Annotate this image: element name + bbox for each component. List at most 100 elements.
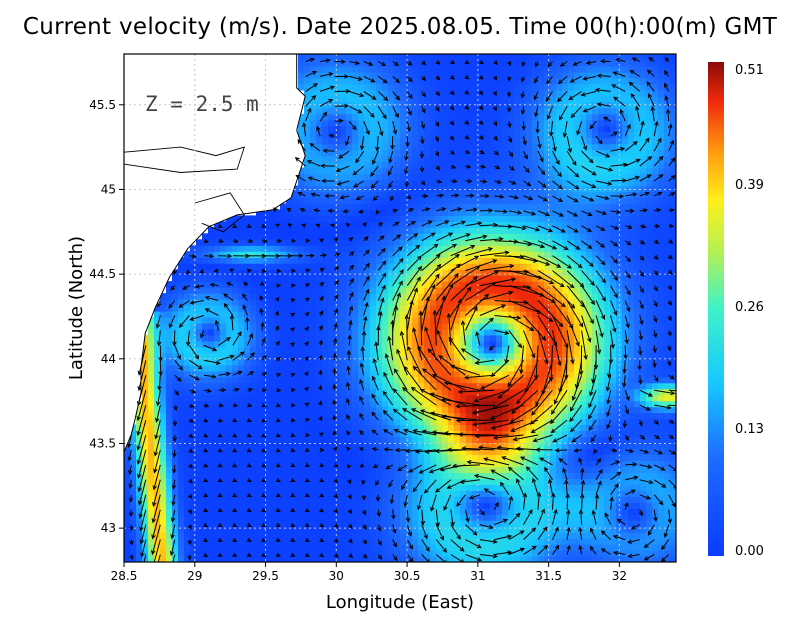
heat-cell <box>328 430 335 438</box>
heat-cell <box>310 550 317 557</box>
heat-cell <box>520 191 527 199</box>
heat-cell <box>364 508 371 515</box>
heat-cell <box>526 167 533 175</box>
heat-cell <box>220 520 227 527</box>
heat-cell <box>256 496 263 503</box>
heat-cell <box>352 520 359 527</box>
heat-cell <box>538 77 545 85</box>
heat-cell <box>418 358 425 366</box>
heat-cell <box>496 131 503 139</box>
heat-cell <box>322 131 329 139</box>
heat-cell <box>328 143 335 151</box>
heat-cell <box>460 328 467 336</box>
heat-cell <box>514 66 521 73</box>
heat-cell <box>340 77 347 85</box>
heat-cell <box>298 460 305 467</box>
heat-cell <box>412 269 419 276</box>
heat-cell <box>166 526 173 533</box>
heat-cell <box>310 388 317 396</box>
heat-cell <box>304 544 311 551</box>
heat-cell <box>334 66 341 73</box>
heat-cell <box>430 358 437 366</box>
heat-cell <box>520 520 527 527</box>
heat-cell <box>454 538 461 545</box>
heat-cell <box>322 155 329 163</box>
heat-cell <box>544 412 551 420</box>
heat-cell <box>526 191 533 199</box>
heat-cell <box>250 496 257 503</box>
heat-cell <box>532 556 539 562</box>
heat-cell <box>346 197 353 204</box>
heat-cell <box>412 89 419 97</box>
heat-cell <box>508 233 515 240</box>
heat-cell <box>274 514 281 521</box>
heat-cell <box>382 436 389 444</box>
heat-cell <box>166 424 173 432</box>
heat-cell <box>520 484 527 491</box>
heat-cell <box>484 311 491 318</box>
heat-cell <box>382 502 389 509</box>
heat-cell <box>400 532 407 539</box>
heat-cell <box>418 161 425 169</box>
heat-cell <box>166 508 173 515</box>
heat-cell <box>448 382 455 390</box>
heat-cell <box>490 466 497 473</box>
heat-cell <box>472 388 479 396</box>
heat-cell <box>322 418 329 426</box>
heat-cell <box>526 287 533 294</box>
heat-cell <box>256 520 263 527</box>
heat-cell <box>490 203 497 210</box>
heat-cell <box>532 400 539 408</box>
heat-cell <box>358 257 365 264</box>
heat-cell <box>268 394 275 402</box>
heat-cell <box>484 346 491 354</box>
heat-cell <box>316 328 323 336</box>
heat-cell <box>352 83 359 91</box>
heat-cell <box>298 544 305 551</box>
heat-cell <box>412 167 419 175</box>
heat-cell <box>358 490 365 497</box>
heat-cell <box>514 281 521 288</box>
heat-cell <box>442 544 449 551</box>
heat-cell <box>208 311 215 318</box>
heat-cell <box>232 245 239 252</box>
heat-cell <box>394 376 401 384</box>
heat-cell <box>196 275 203 282</box>
heat-cell <box>472 227 479 234</box>
heat-cell <box>526 538 533 545</box>
heat-cell <box>520 526 527 533</box>
heat-cell <box>400 54 407 61</box>
heat-cell <box>292 328 299 336</box>
heat-cell <box>160 430 167 438</box>
heat-cell <box>412 502 419 509</box>
heat-cell <box>520 544 527 551</box>
heat-cell <box>418 173 425 181</box>
heat-cell <box>436 334 443 342</box>
heat-cell <box>388 275 395 282</box>
heat-cell <box>256 209 263 216</box>
heat-cell <box>358 502 365 509</box>
heat-cell <box>394 311 401 318</box>
heat-cell <box>496 364 503 372</box>
heat-cell <box>460 281 467 288</box>
heat-cell <box>304 328 311 336</box>
heat-cell <box>502 185 509 193</box>
heat-cell <box>334 406 341 414</box>
heat-cell <box>418 364 425 372</box>
heat-cell <box>262 245 269 252</box>
heat-cell <box>364 526 371 533</box>
heat-cell <box>460 544 467 551</box>
heat-cell <box>148 328 155 336</box>
heat-cell <box>502 66 509 73</box>
heat-cell <box>490 460 497 467</box>
heat-cell <box>238 334 245 342</box>
heat-cell <box>148 544 155 551</box>
heat-cell <box>136 538 143 545</box>
heat-cell <box>442 538 449 545</box>
heat-cell <box>358 125 365 133</box>
heat-cell <box>280 484 287 491</box>
heat-cell <box>448 275 455 282</box>
heat-cell <box>160 496 167 503</box>
heat-cell <box>310 89 317 97</box>
heat-cell <box>442 287 449 294</box>
